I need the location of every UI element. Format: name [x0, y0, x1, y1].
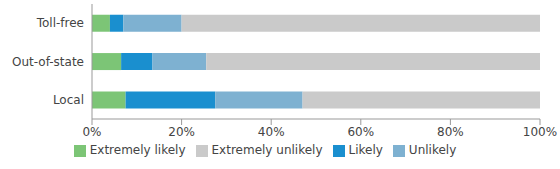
svg-text:80%: 80% [437, 125, 464, 139]
svg-text:Local: Local [53, 93, 84, 107]
svg-text:100%: 100% [523, 125, 552, 139]
svg-text:0%: 0% [82, 125, 101, 139]
html-text:Extremely unlikely: Extremely unlikely [211, 143, 323, 157]
svg-text:Out-of-state: Out-of-state [12, 55, 84, 69]
html-text:Unlikely: Unlikely [408, 143, 457, 157]
svg-text:40%: 40% [258, 125, 285, 139]
html-text:Extremely likely: Extremely likely [89, 143, 186, 157]
svg-text:20%: 20% [168, 125, 195, 139]
html-text:Likely: Likely [348, 143, 383, 157]
svg-text:60%: 60% [347, 125, 374, 139]
svg-text:Toll-free: Toll-free [36, 16, 84, 30]
